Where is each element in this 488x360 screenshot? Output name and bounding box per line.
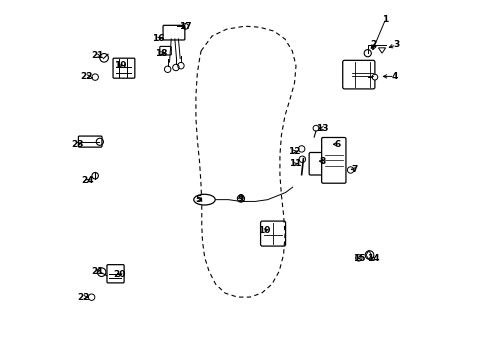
Text: 6: 6 [334,140,340,149]
Text: 22: 22 [80,72,93,81]
Circle shape [97,268,106,276]
Text: 8: 8 [319,157,325,166]
Text: 12: 12 [287,147,300,156]
Text: 20: 20 [113,270,125,279]
Text: 21: 21 [91,267,103,276]
Text: 9: 9 [237,194,243,203]
Polygon shape [365,251,371,259]
Text: 19: 19 [114,61,126,70]
Circle shape [364,50,370,57]
FancyBboxPatch shape [321,138,345,183]
Text: 23: 23 [71,140,83,149]
FancyBboxPatch shape [107,265,124,283]
FancyBboxPatch shape [342,60,374,89]
Text: 4: 4 [390,72,397,81]
FancyBboxPatch shape [308,153,322,175]
FancyBboxPatch shape [163,25,184,40]
Text: 17: 17 [179,22,191,31]
FancyBboxPatch shape [260,221,285,246]
Text: 5: 5 [195,195,201,204]
FancyBboxPatch shape [78,136,102,147]
Text: 18: 18 [155,49,167,58]
Text: 14: 14 [367,254,379,263]
Text: 15: 15 [352,254,365,263]
Text: 1: 1 [382,15,388,24]
Text: 16: 16 [151,35,164,44]
Circle shape [365,251,373,259]
Text: 3: 3 [392,40,399,49]
Text: 24: 24 [81,176,93,185]
Polygon shape [378,48,385,53]
Text: 21: 21 [91,51,103,60]
Text: 7: 7 [350,165,357,174]
Text: 10: 10 [257,226,269,235]
Text: 11: 11 [288,159,301,168]
Circle shape [100,54,108,62]
Circle shape [237,195,244,202]
FancyBboxPatch shape [160,46,171,55]
Text: 22: 22 [77,293,90,302]
Circle shape [346,167,353,173]
Text: 13: 13 [315,124,328,133]
Text: 2: 2 [370,40,376,49]
Ellipse shape [193,194,215,205]
FancyBboxPatch shape [113,58,135,78]
Circle shape [371,74,377,80]
